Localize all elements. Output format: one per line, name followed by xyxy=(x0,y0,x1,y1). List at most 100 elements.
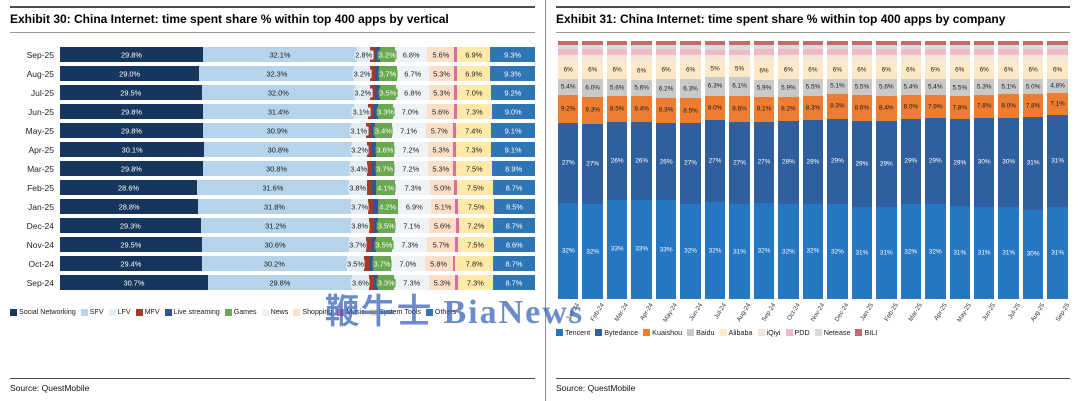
segment-bytedance: 29% xyxy=(876,120,897,207)
segment-bili xyxy=(900,41,922,45)
segment-lfv: 3.1% xyxy=(351,104,371,119)
legend-item-social-networking: Social Networking xyxy=(10,308,76,316)
segment-label: 6% xyxy=(979,66,989,74)
segment-games: 3.6% xyxy=(375,142,395,157)
legend-item-tencent: Tencent xyxy=(556,328,590,337)
segment-baidu: 5.4% xyxy=(558,79,579,96)
segment-label: 4.1% xyxy=(376,183,396,192)
stacked-bar: 30.1% 30.8% 3.2% 3.6% 7.2% 5.3% 7.3% 9.1% xyxy=(60,142,535,157)
segment-social-networking: 29.4% xyxy=(60,256,202,271)
segment-lfv: 3.2% xyxy=(352,66,372,81)
segment-alibaba: 6% xyxy=(558,61,579,80)
x-tick-label: Jan-24 xyxy=(565,302,582,323)
segment-others: 8.7% xyxy=(493,218,535,233)
segment-label: 3.1% xyxy=(349,126,369,135)
stacked-bar: 29.8% 30.9% 3.1% 3.4% 7.1% 5.7% 7.4% 9.1% xyxy=(60,123,535,138)
segment-label: 8.1% xyxy=(756,105,772,113)
legend-label: Baidu xyxy=(696,328,715,337)
segment-tencent: 32% xyxy=(704,202,726,299)
segment-label: 3.7% xyxy=(378,69,398,78)
segment-social-networking: 29.5% xyxy=(60,85,202,100)
segment-tencent: 32% xyxy=(582,204,603,299)
segment-netease xyxy=(680,44,701,50)
segment-label: 32% xyxy=(586,248,600,256)
segment-alibaba: 6% xyxy=(680,61,701,80)
segment-alibaba: 6% xyxy=(1022,61,1044,80)
segment-label: 30.7% xyxy=(122,278,146,287)
segment-label: 7.8% xyxy=(1025,102,1041,110)
segment-iqiyi xyxy=(606,54,628,62)
segment-label: 32% xyxy=(830,248,844,256)
segment-netease xyxy=(582,44,603,50)
segment-pdd xyxy=(876,49,897,55)
segment-pdd xyxy=(582,49,603,55)
legend-item-music: Music xyxy=(337,308,365,316)
segment-news: 6.7% xyxy=(396,66,429,81)
segment-label: 26% xyxy=(635,157,649,165)
segment-music xyxy=(454,237,458,252)
segment-netease xyxy=(729,45,750,50)
segment-alibaba: 6% xyxy=(582,61,603,79)
segment-iqiyi xyxy=(973,54,995,62)
segment-mfv xyxy=(369,275,374,290)
segment-social-networking: 29.3% xyxy=(60,218,201,233)
segment-pdd xyxy=(655,49,677,55)
segment-tencent: 30% xyxy=(1022,209,1044,299)
segment-netease xyxy=(655,44,677,50)
segment-live-streaming xyxy=(373,104,378,119)
exhibit31-chart: 32% 27% 9.2% 5.4% 6% 32% 27% 9.3% 6.0% 6% 33% 26% 8.… xyxy=(556,41,1070,299)
bar-column: 32% 28% 8.2% 5.9% 6% xyxy=(778,41,799,299)
segment-sfv: 31.8% xyxy=(198,199,351,214)
segment-label: 31% xyxy=(1051,249,1065,257)
segment-label: 7.3% xyxy=(403,183,423,192)
segment-bytedance: 30% xyxy=(973,117,995,207)
segment-netease xyxy=(753,44,775,50)
x-tick: Apr-25 xyxy=(925,301,948,327)
segment-bytedance: 31% xyxy=(1047,114,1068,207)
segment-label: 5.1% xyxy=(433,202,453,211)
segment-news: 7.2% xyxy=(393,161,429,176)
segment-baidu: 6.2% xyxy=(655,79,677,98)
bar-row: May-25 29.8% 30.9% 3.1% 3.4% 7.1% 5.7% 7.4% 9.1% xyxy=(10,123,535,138)
x-tick: Dec-24 xyxy=(827,301,851,327)
segment-bili xyxy=(851,41,873,45)
segment-bytedance: 29% xyxy=(925,118,946,205)
segment-label: 3.3% xyxy=(376,107,395,116)
bar-row: Sep-25 29.8% 32.1% 2.8% 3.2% 6.8% 5.6% 6.9% 9.3% xyxy=(10,47,535,62)
segment-pdd xyxy=(949,49,970,55)
segment-label: 28% xyxy=(806,158,820,166)
segment-iqiyi xyxy=(925,54,946,62)
segment-label: 5.0% xyxy=(1025,83,1041,91)
segment-music xyxy=(452,256,456,271)
segment-alibaba: 6% xyxy=(802,61,824,80)
segment-iqiyi xyxy=(704,55,726,62)
legend-item-games: Games xyxy=(224,308,257,316)
segment-baidu: 5.4% xyxy=(900,78,922,95)
legend-swatch xyxy=(164,308,172,316)
segment-netease xyxy=(1022,44,1044,50)
segment-bytedance: 31% xyxy=(1022,117,1044,210)
segment-bytedance: 27% xyxy=(558,122,579,204)
segment-games: 3.7% xyxy=(372,256,392,271)
legend-label: LFV xyxy=(117,308,131,316)
segment-shopping: 5.3% xyxy=(428,66,455,81)
legend-label: SFV xyxy=(89,308,104,316)
segment-lfv: 3.1% xyxy=(349,123,369,138)
segment-tencent: 31% xyxy=(851,206,873,299)
segment-label: 31.6% xyxy=(261,183,285,192)
bar-row: Mar-25 29.8% 30.8% 3.4% 3.7% 7.2% 5.3% 7.5% 8.9% xyxy=(10,161,535,176)
segment-bytedance: 27% xyxy=(704,120,726,202)
segment-others: 8.6% xyxy=(493,237,535,252)
segment-label: 8.7% xyxy=(504,221,524,230)
segment-label: 30.9% xyxy=(265,126,289,135)
segment-social-networking: 29.0% xyxy=(60,66,200,81)
legend-label: Tencent xyxy=(565,328,591,337)
segment-label: 7.5% xyxy=(466,202,486,211)
legend-label: PDD xyxy=(794,328,810,337)
segment-baidu: 5.4% xyxy=(925,78,946,95)
segment-system-tools: 7.4% xyxy=(455,123,492,138)
segment-pdd xyxy=(729,49,750,56)
exhibit31-title: Exhibit 31: China Internet: time spent s… xyxy=(556,6,1070,33)
segment-alibaba: 6% xyxy=(949,61,970,80)
segment-netease xyxy=(606,44,628,50)
